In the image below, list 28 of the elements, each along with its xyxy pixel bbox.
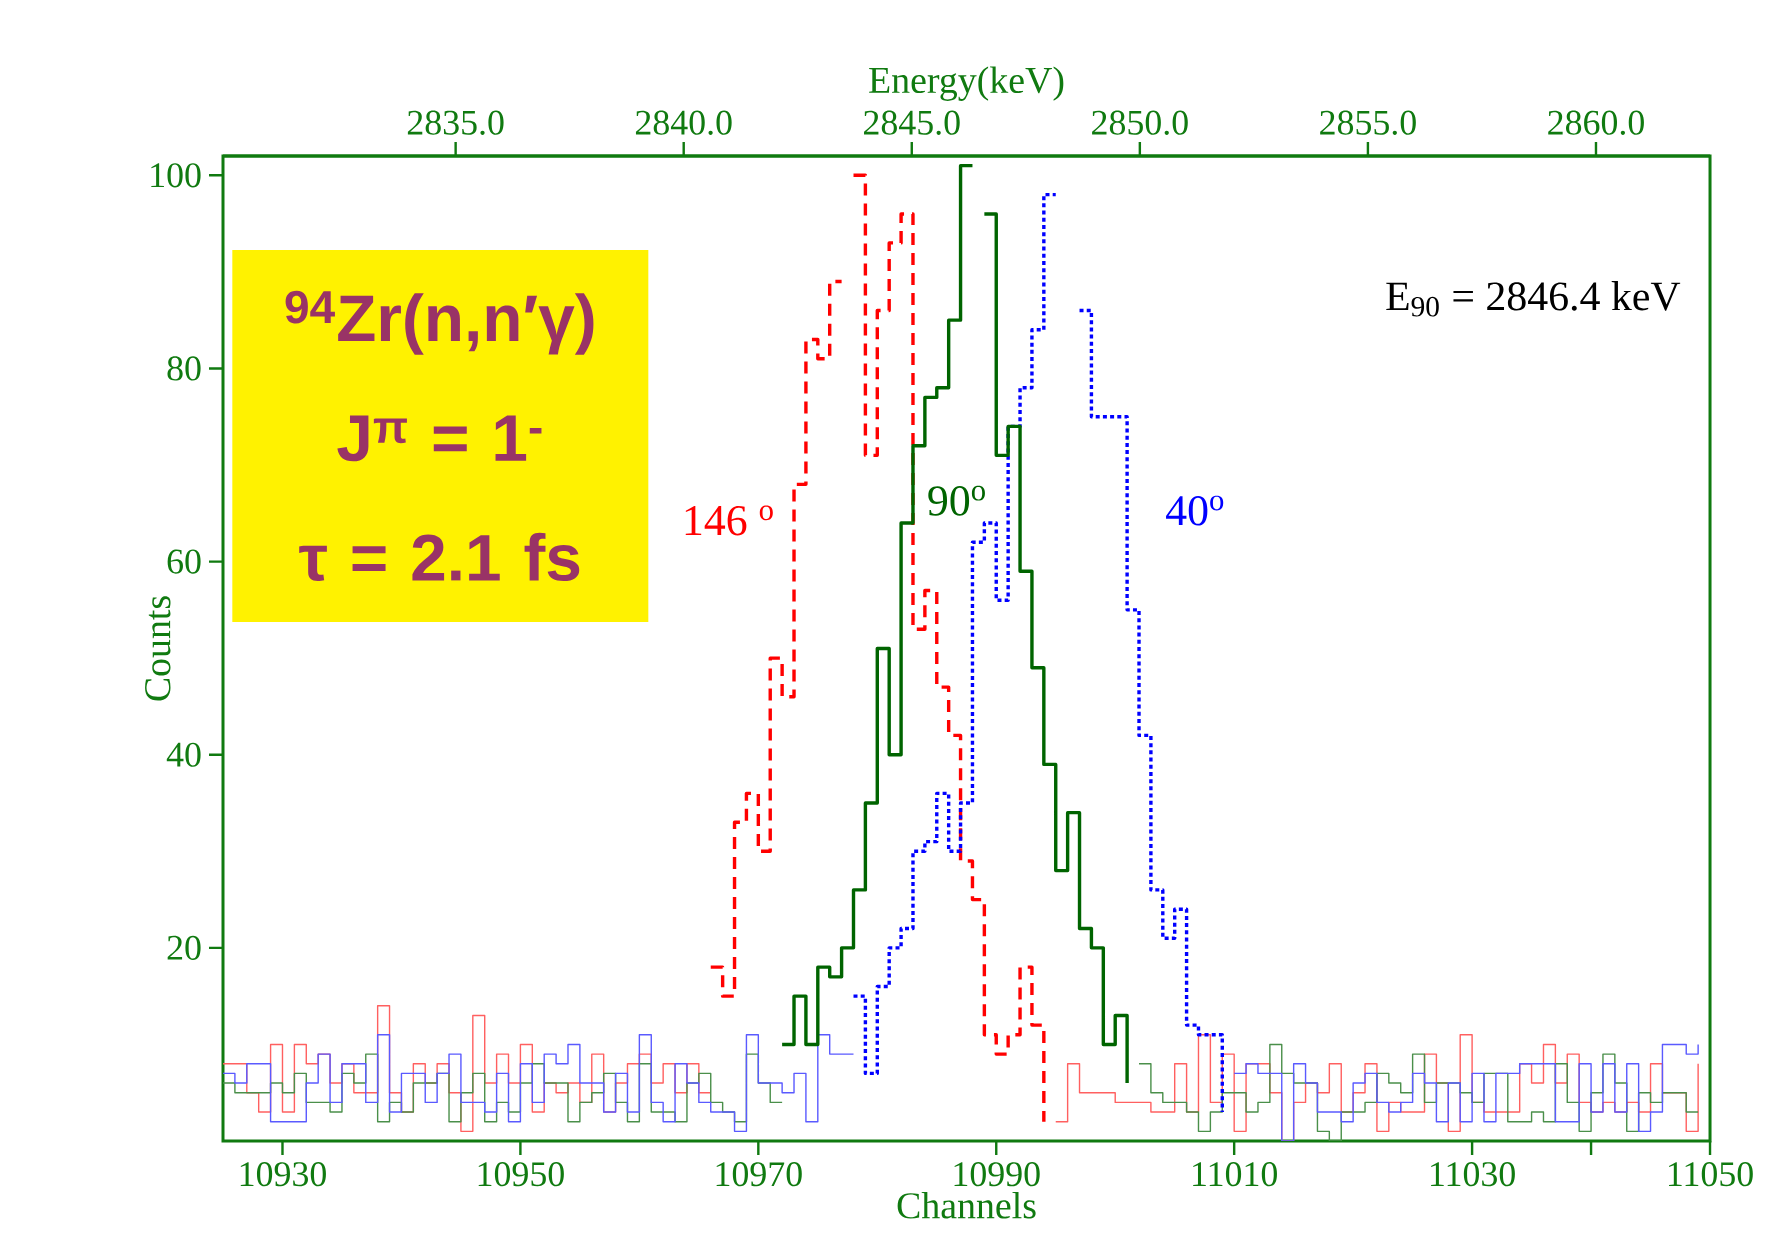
y-tick-label: 80 — [167, 356, 201, 381]
series-label: 90$^{o}$ — [928, 485, 985, 516]
x-tick-label: 10990 — [954, 1162, 1040, 1187]
y-axis-title: Counts — [145, 596, 171, 701]
x2-tick-label: 2860.0 — [1548, 110, 1644, 135]
annotation: $^{94}$Zr(n,n′γ) — [285, 290, 594, 355]
x-tick-label: 10950 — [478, 1162, 564, 1187]
x-axis-title: Channels — [897, 1191, 1036, 1219]
x-tick-label: 11030 — [1431, 1162, 1515, 1187]
annotation: E$_{90}$ = 2846.4 keV — [1386, 281, 1681, 317]
y-tick-label: 20 — [167, 935, 201, 960]
annotation: J$^{π}$ = 1$^{-}$ — [337, 415, 542, 462]
x-tick-label: 10930 — [240, 1162, 326, 1187]
x-tick-label: 10970 — [716, 1162, 802, 1187]
x2-tick-label: 2850.0 — [1092, 110, 1188, 135]
x-tick-label: 11050 — [1669, 1162, 1753, 1187]
x-tick-label: 11010 — [1193, 1162, 1277, 1187]
x2-tick-label: 2835.0 — [407, 110, 504, 135]
y-tick-label: 100 — [151, 163, 201, 188]
y-tick-label: 60 — [167, 549, 201, 574]
x2-axis-title: Energy(keV) — [869, 66, 1064, 101]
y-tick-label: 40 — [166, 742, 201, 767]
series-label: 146 $^{o}$ — [685, 505, 773, 536]
x2-tick-label: 2845.0 — [864, 110, 960, 135]
annotation: τ = 2.1 fs — [299, 532, 580, 582]
x2-tick-label: 2855.0 — [1320, 110, 1416, 135]
series-label: 40$^{o}$ — [1166, 495, 1224, 526]
x2-tick-label: 2840.0 — [635, 110, 732, 135]
